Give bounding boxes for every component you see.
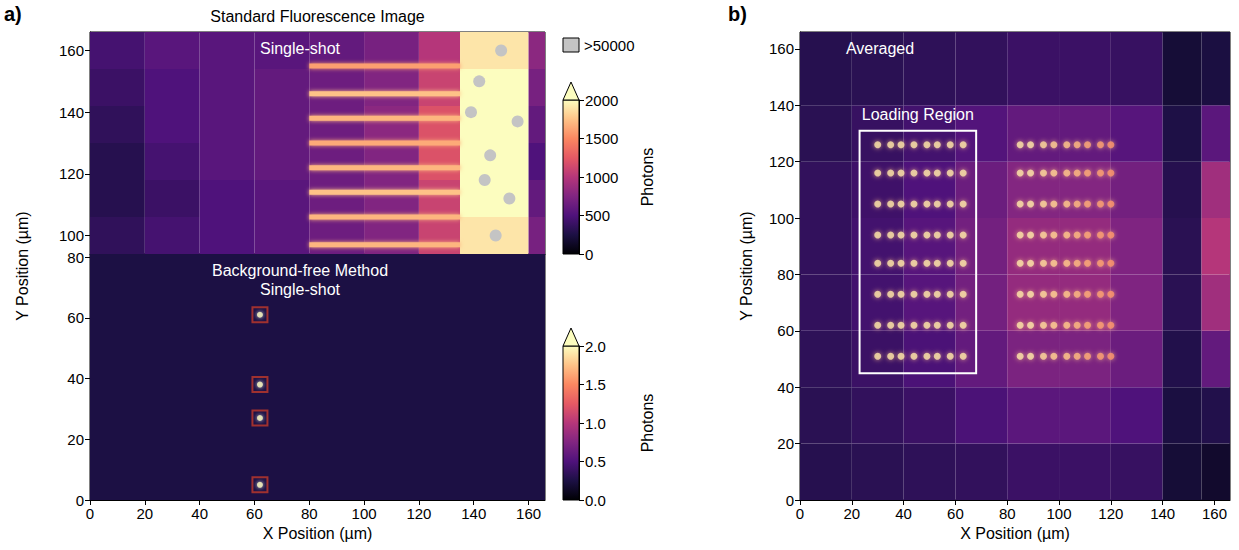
svg-text:80: 80 <box>777 266 794 283</box>
svg-text:140: 140 <box>769 97 794 114</box>
svg-text:Loading Region: Loading Region <box>862 106 974 123</box>
svg-text:60: 60 <box>246 505 263 522</box>
svg-text:80: 80 <box>999 505 1016 522</box>
svg-text:1.5: 1.5 <box>585 376 606 393</box>
svg-text:60: 60 <box>777 322 794 339</box>
svg-text:60: 60 <box>947 505 964 522</box>
svg-text:100: 100 <box>352 505 377 522</box>
svg-text:20: 20 <box>67 431 84 448</box>
svg-text:40: 40 <box>67 370 84 387</box>
svg-text:1.0: 1.0 <box>585 415 606 432</box>
svg-text:140: 140 <box>59 104 84 121</box>
svg-text:1000: 1000 <box>585 169 618 186</box>
svg-text:0.0: 0.0 <box>585 492 606 509</box>
svg-text:20: 20 <box>136 505 153 522</box>
svg-text:120: 120 <box>1098 505 1123 522</box>
svg-text:0: 0 <box>796 505 804 522</box>
svg-text:Y Position (µm): Y Position (µm) <box>14 211 31 320</box>
svg-text:120: 120 <box>59 165 84 182</box>
svg-text:b): b) <box>728 3 747 25</box>
svg-text:120: 120 <box>769 153 794 170</box>
svg-text:40: 40 <box>191 505 208 522</box>
svg-text:Averaged: Averaged <box>846 40 914 57</box>
svg-text:160: 160 <box>59 42 84 59</box>
svg-text:Photons: Photons <box>639 148 656 207</box>
svg-text:Y Position (µm): Y Position (µm) <box>738 211 755 320</box>
svg-text:140: 140 <box>461 505 486 522</box>
svg-text:2000: 2000 <box>585 92 618 109</box>
svg-text:120: 120 <box>406 505 431 522</box>
svg-text:0: 0 <box>786 492 794 509</box>
svg-text:140: 140 <box>1150 505 1175 522</box>
svg-text:0: 0 <box>76 492 84 509</box>
svg-text:Photons: Photons <box>639 394 656 453</box>
svg-text:160: 160 <box>516 505 541 522</box>
svg-text:X Position (µm): X Position (µm) <box>960 525 1070 542</box>
svg-text:100: 100 <box>59 227 84 244</box>
svg-text:Single-shot: Single-shot <box>260 40 341 57</box>
svg-text:160: 160 <box>769 40 794 57</box>
svg-text:1500: 1500 <box>585 130 618 147</box>
svg-text:20: 20 <box>843 505 860 522</box>
svg-text:0.5: 0.5 <box>585 453 606 470</box>
svg-text:500: 500 <box>585 207 610 224</box>
svg-text:Single-shot: Single-shot <box>260 281 341 298</box>
svg-text:a): a) <box>4 3 22 25</box>
svg-text:60: 60 <box>67 309 84 326</box>
svg-text:100: 100 <box>769 210 794 227</box>
svg-text:X Position (µm): X Position (µm) <box>263 525 373 542</box>
svg-text:>50000: >50000 <box>584 37 634 54</box>
svg-text:100: 100 <box>1047 505 1072 522</box>
svg-text:Background-free Method: Background-free Method <box>212 262 388 279</box>
svg-text:0: 0 <box>86 505 94 522</box>
svg-text:40: 40 <box>777 379 794 396</box>
svg-text:20: 20 <box>777 435 794 452</box>
svg-text:0: 0 <box>585 246 593 263</box>
svg-text:2.0: 2.0 <box>585 338 606 355</box>
svg-text:40: 40 <box>895 505 912 522</box>
svg-text:80: 80 <box>67 249 84 266</box>
svg-text:160: 160 <box>1202 505 1227 522</box>
svg-text:Standard Fluorescence Image: Standard Fluorescence Image <box>210 8 424 25</box>
svg-text:80: 80 <box>301 505 318 522</box>
